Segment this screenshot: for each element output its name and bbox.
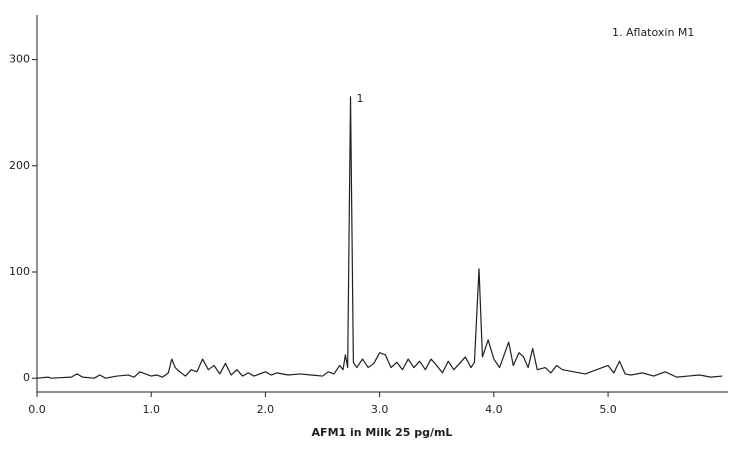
y-tick-label: 0 <box>23 371 30 384</box>
legend-note: 1. Aflatoxin M1 <box>612 26 694 39</box>
x-tick-label: 0.0 <box>28 403 46 416</box>
x-tick-label: 4.0 <box>485 403 503 416</box>
x-tick-label: 1.0 <box>142 403 160 416</box>
peak-label: 1 <box>357 92 364 105</box>
x-tick-label: 3.0 <box>371 403 389 416</box>
x-tick-label: 2.0 <box>257 403 275 416</box>
y-tick-label: 300 <box>9 53 30 66</box>
x-axis-label: AFM1 in Milk 25 pg/mL <box>312 426 453 439</box>
trace-line <box>36 96 723 379</box>
x-tick-label: 5.0 <box>599 403 617 416</box>
y-tick-label: 100 <box>9 265 30 278</box>
y-tick-label: 200 <box>9 159 30 172</box>
